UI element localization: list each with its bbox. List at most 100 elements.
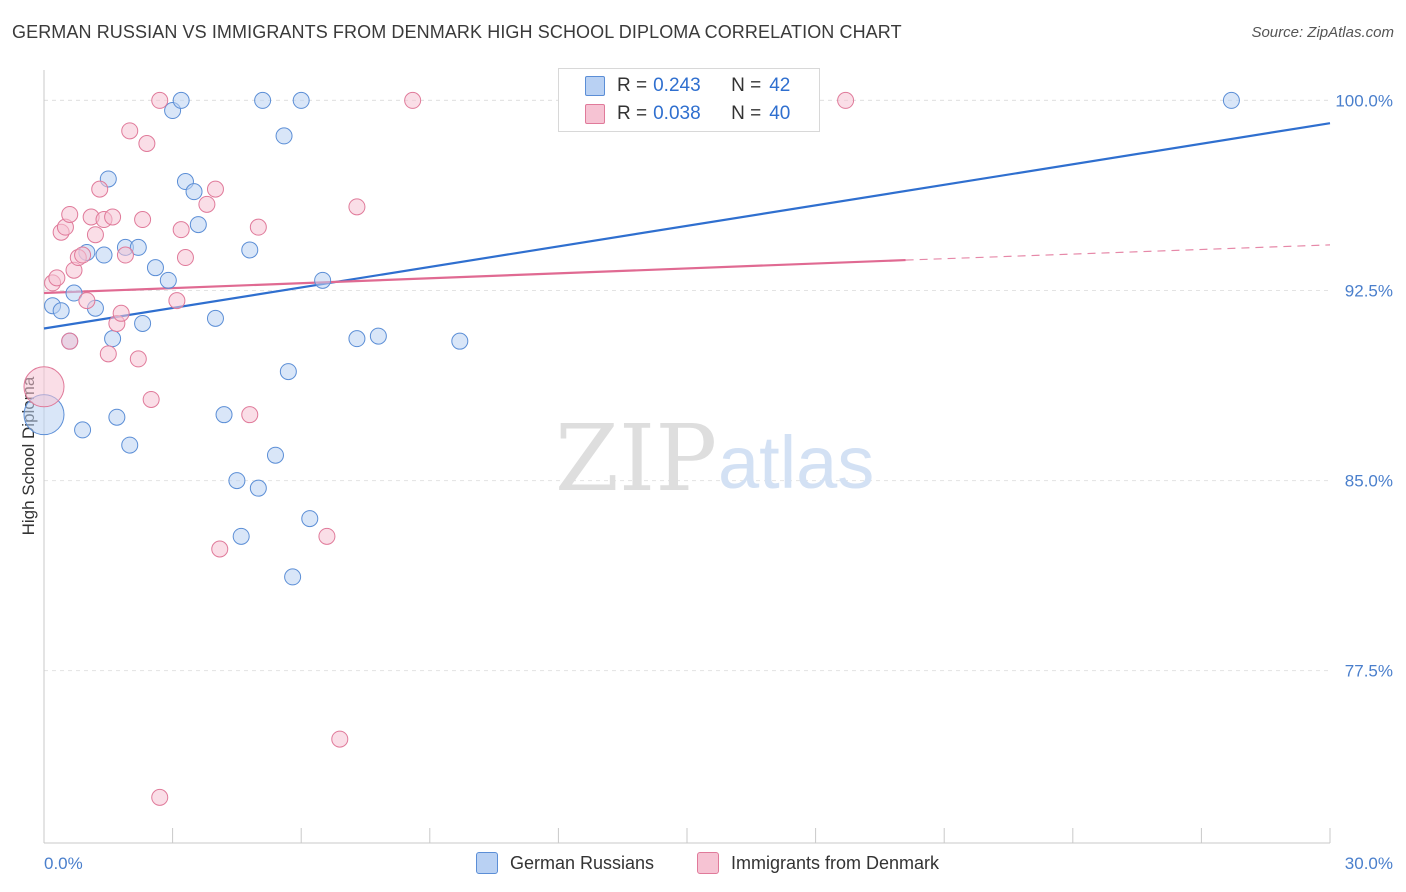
legend-n-value: 40 (769, 103, 791, 124)
point-immigrants-denmark (172, 221, 190, 239)
point-immigrants-denmark (129, 350, 147, 368)
legend-r-value: 0.038 (653, 103, 701, 124)
point-german-russians (369, 327, 387, 345)
y-tick-label: 92.5% (1345, 281, 1393, 300)
point-german-russians (134, 314, 152, 332)
point-german-russians (189, 216, 207, 234)
watermark-zip: ZIP (555, 405, 717, 512)
point-immigrants-denmark (168, 292, 186, 310)
legend-r-label: R = (617, 103, 648, 124)
y-tick-label: 85.0% (1345, 472, 1393, 491)
point-german-russians (185, 183, 203, 201)
legend-n-value: 42 (769, 75, 791, 96)
point-german-russians (254, 91, 272, 109)
legend-item-label: German Russians (510, 852, 655, 873)
trend-lines (43, 122, 1331, 330)
point-german-russians (215, 406, 233, 424)
stats-legend: R = 0.243 N = 42 R = 0.038 N = 40 (558, 68, 820, 132)
legend-swatch-pink (585, 104, 605, 124)
point-german-russians (451, 332, 469, 350)
point-german-russians (249, 479, 267, 497)
point-immigrants-denmark (198, 195, 216, 213)
legend-swatch-blue (585, 76, 605, 96)
point-immigrants-denmark (134, 211, 152, 229)
point-immigrants-denmark (78, 292, 96, 310)
point-german-russians (241, 241, 259, 259)
point-german-russians (206, 309, 224, 327)
point-immigrants-denmark (61, 332, 79, 350)
point-german-russians (232, 527, 250, 545)
legend-n-label: N = (731, 103, 762, 124)
point-immigrants-denmark (48, 269, 66, 287)
chart-title: GERMAN RUSSIAN VS IMMIGRANTS FROM DENMAR… (12, 22, 902, 42)
axes (43, 70, 1331, 844)
point-immigrants-denmark (176, 249, 194, 267)
point-immigrants-denmark (142, 390, 160, 408)
point-german-russians (146, 259, 164, 277)
point-immigrants-denmark (331, 730, 349, 748)
point-immigrants-denmark (91, 180, 109, 198)
point-immigrants-denmark (211, 540, 229, 558)
point-immigrants-denmark (99, 345, 117, 363)
watermark: ZIP atlas (555, 405, 874, 512)
point-german-russians (104, 330, 122, 348)
point-immigrants-denmark (151, 788, 169, 806)
point-german-russians (172, 91, 190, 109)
point-immigrants-denmark (116, 246, 134, 264)
point-german-russians (121, 436, 139, 454)
point-german-russians (74, 421, 92, 439)
legend-row-german-russians: R = 0.243 N = 42 (585, 73, 790, 99)
point-german-russians (279, 363, 297, 381)
trend-line-extension (905, 244, 1331, 261)
source-attribution: Source: ZipAtlas.com (1251, 24, 1394, 41)
point-german-russians (159, 271, 177, 289)
data-points (23, 91, 1240, 806)
y-tick-label: 77.5% (1345, 662, 1393, 681)
point-immigrants-denmark (318, 527, 336, 545)
point-immigrants-denmark (74, 246, 92, 264)
point-german-russians (301, 510, 319, 528)
point-german-russians (348, 330, 366, 348)
point-immigrants-denmark (104, 208, 122, 226)
point-immigrants-denmark (23, 366, 65, 408)
point-german-russians (65, 284, 83, 302)
point-immigrants-denmark (112, 304, 130, 322)
x-tick-labels: 0.0% 30.0% (44, 854, 1393, 873)
point-german-russians (314, 271, 332, 289)
legend-swatch-blue (476, 852, 498, 874)
y-tick-labels: 77.5% 85.0% 92.5% 100.0% (1335, 91, 1393, 680)
point-immigrants-denmark (61, 205, 79, 223)
legend-item-label: Immigrants from Denmark (731, 852, 940, 873)
legend-item-german-russians[interactable]: German Russians (476, 852, 654, 874)
point-immigrants-denmark (121, 122, 139, 140)
point-immigrants-denmark (138, 134, 156, 152)
point-immigrants-denmark (249, 218, 267, 236)
point-immigrants-denmark (348, 198, 366, 216)
legend-swatch-pink (697, 852, 719, 874)
x-tick-label: 0.0% (44, 854, 83, 873)
point-german-russians (275, 127, 293, 145)
point-german-russians (1222, 91, 1240, 109)
legend-r-value: 0.243 (653, 75, 701, 96)
point-german-russians (292, 91, 310, 109)
point-german-russians (95, 246, 113, 264)
point-german-russians (129, 238, 147, 256)
legend-row-immigrants-denmark: R = 0.038 N = 40 (585, 101, 790, 127)
point-german-russians (284, 568, 302, 586)
legend-item-immigrants-denmark[interactable]: Immigrants from Denmark (697, 852, 939, 874)
x-tick-label: 30.0% (1345, 854, 1393, 873)
point-immigrants-denmark (404, 91, 422, 109)
point-german-russians (228, 472, 246, 490)
legend-r-label: R = (617, 75, 648, 96)
point-german-russians (52, 302, 70, 320)
point-immigrants-denmark (86, 226, 104, 244)
gridlines (44, 99, 1330, 672)
point-immigrants-denmark (206, 180, 224, 198)
legend-n-label: N = (731, 75, 762, 96)
series-legend: German Russians Immigrants from Denmark (0, 852, 1406, 878)
y-tick-label: 100.0% (1335, 91, 1393, 110)
point-immigrants-denmark (151, 91, 169, 109)
point-german-russians (266, 446, 284, 464)
watermark-atlas: atlas (718, 421, 874, 504)
point-german-russians (108, 408, 126, 426)
